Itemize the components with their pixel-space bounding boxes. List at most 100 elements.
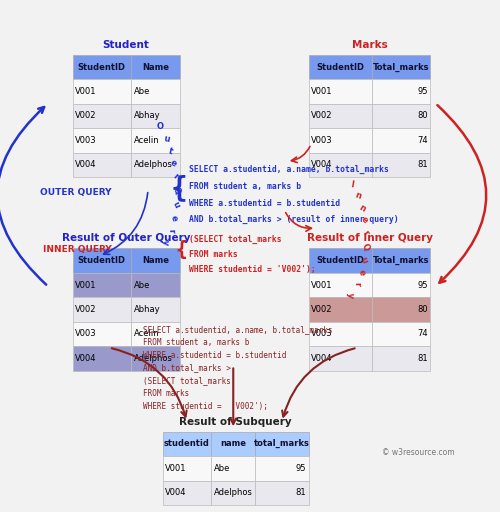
- Text: e: e: [169, 215, 179, 222]
- Text: O: O: [156, 122, 164, 131]
- FancyBboxPatch shape: [212, 481, 255, 505]
- Text: V003: V003: [75, 136, 96, 145]
- FancyBboxPatch shape: [131, 128, 180, 153]
- Text: Abe: Abe: [134, 87, 150, 96]
- Text: {: {: [170, 174, 187, 202]
- Text: u: u: [359, 255, 370, 264]
- Text: StudentID: StudentID: [78, 62, 126, 72]
- Text: Result of Outer Query: Result of Outer Query: [62, 233, 190, 243]
- Text: Acelin: Acelin: [134, 329, 159, 338]
- Text: e: e: [356, 269, 366, 276]
- Text: Abe: Abe: [134, 281, 150, 289]
- FancyBboxPatch shape: [372, 346, 430, 371]
- FancyBboxPatch shape: [255, 481, 308, 505]
- FancyBboxPatch shape: [308, 322, 372, 346]
- FancyBboxPatch shape: [372, 55, 430, 79]
- Text: V002: V002: [311, 112, 332, 120]
- FancyBboxPatch shape: [131, 79, 180, 104]
- Text: FROM marks: FROM marks: [143, 389, 190, 398]
- Text: I: I: [350, 180, 355, 189]
- Text: SELECT a.studentid, a.name, b.total_marks: SELECT a.studentid, a.name, b.total_mark…: [190, 165, 390, 174]
- Text: Acelin: Acelin: [134, 136, 159, 145]
- FancyBboxPatch shape: [72, 346, 131, 371]
- FancyBboxPatch shape: [131, 104, 180, 128]
- FancyBboxPatch shape: [162, 456, 212, 481]
- FancyBboxPatch shape: [255, 456, 308, 481]
- FancyBboxPatch shape: [72, 322, 131, 346]
- Text: V001: V001: [75, 281, 96, 289]
- Text: WHERE a.studentid = b.studentid: WHERE a.studentid = b.studentid: [190, 199, 340, 207]
- Text: Result of Inner Query: Result of Inner Query: [306, 233, 432, 243]
- Text: StudentID: StudentID: [78, 256, 126, 265]
- FancyBboxPatch shape: [72, 273, 131, 297]
- FancyBboxPatch shape: [372, 248, 430, 273]
- FancyBboxPatch shape: [308, 79, 372, 104]
- Text: V001: V001: [165, 464, 186, 473]
- FancyBboxPatch shape: [372, 153, 430, 177]
- Text: V003: V003: [311, 136, 333, 145]
- Text: AND b.total_marks > (result of inner query): AND b.total_marks > (result of inner que…: [190, 215, 399, 224]
- Text: r: r: [171, 171, 180, 181]
- Text: Adelphos: Adelphos: [134, 354, 172, 363]
- Text: Name: Name: [142, 62, 169, 72]
- Text: AND b.total_marks >: AND b.total_marks >: [143, 364, 231, 373]
- FancyBboxPatch shape: [372, 79, 430, 104]
- Text: 81: 81: [295, 488, 306, 497]
- Text: Abe: Abe: [214, 464, 230, 473]
- FancyBboxPatch shape: [308, 297, 372, 322]
- Text: y: y: [346, 292, 356, 298]
- Text: WHERE a.studentid = b.studentid: WHERE a.studentid = b.studentid: [143, 351, 286, 360]
- Text: (SELECT total_marks: (SELECT total_marks: [143, 376, 231, 385]
- Text: 95: 95: [296, 464, 306, 473]
- Text: 95: 95: [417, 87, 428, 96]
- Text: y: y: [161, 239, 170, 245]
- FancyBboxPatch shape: [131, 273, 180, 297]
- Text: (SELECT total_marks: (SELECT total_marks: [190, 234, 282, 244]
- Text: V001: V001: [75, 87, 96, 96]
- FancyBboxPatch shape: [131, 346, 180, 371]
- FancyBboxPatch shape: [372, 322, 430, 346]
- Text: FROM student a, marks b: FROM student a, marks b: [143, 338, 250, 347]
- FancyBboxPatch shape: [131, 153, 180, 177]
- Text: r: r: [361, 228, 370, 238]
- Text: FROM student a, marks b: FROM student a, marks b: [190, 182, 302, 191]
- FancyBboxPatch shape: [72, 248, 131, 273]
- FancyBboxPatch shape: [308, 55, 372, 79]
- Text: V004: V004: [311, 354, 332, 363]
- Text: e: e: [360, 215, 370, 226]
- Text: Adelphos: Adelphos: [214, 488, 252, 497]
- Text: e: e: [169, 158, 178, 168]
- Text: SELECT a.studentid, a.name, b.total_marks: SELECT a.studentid, a.name, b.total_mark…: [143, 325, 333, 334]
- FancyBboxPatch shape: [308, 128, 372, 153]
- FancyBboxPatch shape: [372, 128, 430, 153]
- Text: V004: V004: [165, 488, 186, 497]
- Text: t: t: [168, 146, 174, 156]
- Text: Adelphos: Adelphos: [134, 160, 172, 169]
- Text: 95: 95: [417, 281, 428, 289]
- FancyBboxPatch shape: [72, 153, 131, 177]
- Text: Abhay: Abhay: [134, 305, 160, 314]
- FancyBboxPatch shape: [308, 104, 372, 128]
- FancyBboxPatch shape: [131, 55, 180, 79]
- Text: StudentID: StudentID: [316, 256, 364, 265]
- Text: n: n: [358, 203, 367, 214]
- Text: r: r: [352, 282, 361, 287]
- FancyBboxPatch shape: [372, 104, 430, 128]
- Text: V004: V004: [75, 160, 96, 169]
- Text: 81: 81: [417, 354, 428, 363]
- Text: V003: V003: [311, 329, 333, 338]
- FancyBboxPatch shape: [308, 346, 372, 371]
- Text: Abhay: Abhay: [134, 112, 160, 120]
- FancyBboxPatch shape: [72, 79, 131, 104]
- Text: V004: V004: [75, 354, 96, 363]
- FancyBboxPatch shape: [72, 104, 131, 128]
- Text: Student: Student: [102, 40, 150, 50]
- Text: V002: V002: [75, 305, 96, 314]
- FancyBboxPatch shape: [72, 55, 131, 79]
- FancyBboxPatch shape: [308, 248, 372, 273]
- FancyBboxPatch shape: [372, 273, 430, 297]
- FancyBboxPatch shape: [131, 248, 180, 273]
- FancyBboxPatch shape: [255, 432, 308, 456]
- Text: INNER QUERY: INNER QUERY: [43, 245, 112, 254]
- Text: {: {: [176, 240, 187, 259]
